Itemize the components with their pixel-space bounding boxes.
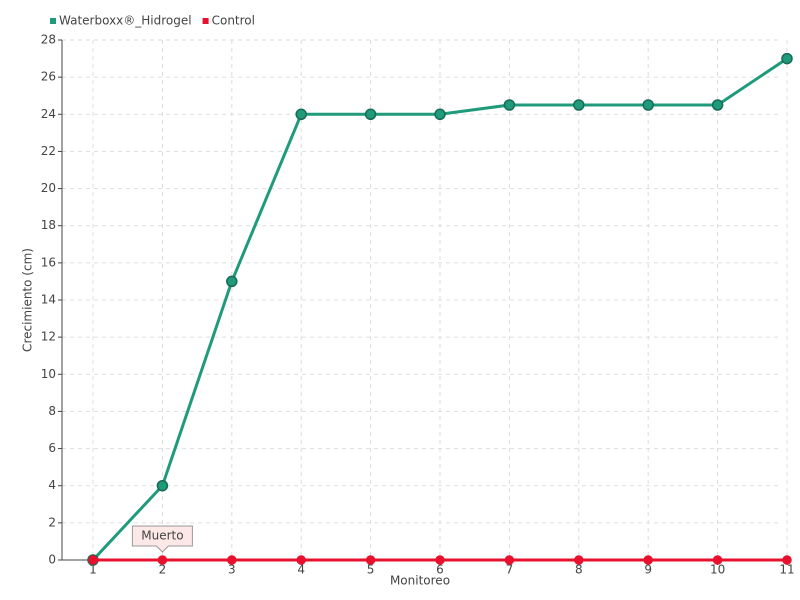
- y-tick-label: 18: [41, 218, 56, 232]
- y-tick-label: 22: [41, 144, 56, 158]
- y-tick-label: 14: [41, 293, 56, 307]
- x-tick-label: 9: [644, 563, 652, 577]
- data-point: [504, 555, 515, 565]
- data-point: [365, 555, 376, 565]
- annotation-box: [131, 525, 193, 553]
- data-point: [781, 52, 793, 65]
- y-tick-label: 10: [41, 367, 56, 381]
- data-point: [642, 99, 654, 111]
- x-tick-label: 11: [779, 563, 794, 577]
- y-tick-label: 8: [48, 404, 56, 418]
- x-tick-label: 10: [710, 563, 725, 577]
- data-point: [88, 555, 98, 565]
- y-tick-label: 6: [48, 441, 56, 455]
- data-point: [364, 108, 377, 121]
- data-point: [712, 555, 723, 565]
- data-point: [296, 555, 306, 565]
- data-point: [295, 108, 307, 121]
- x-tick-label: 3: [228, 563, 236, 577]
- x-tick-label: 8: [575, 563, 583, 577]
- data-point: [573, 99, 585, 111]
- x-tick-label: 1: [89, 563, 97, 577]
- y-tick-label: 24: [41, 107, 56, 121]
- data-point: [156, 479, 169, 492]
- data-point: [503, 99, 516, 111]
- y-tick-label: 20: [41, 181, 56, 195]
- y-tick-label: 28: [41, 33, 56, 47]
- x-tick-label: 7: [506, 563, 514, 577]
- series-line: [91, 57, 788, 562]
- legend-label: Waterboxx®_Hidrogel: [59, 14, 192, 28]
- y-tick-label: 4: [48, 478, 56, 492]
- x-tick-label: 5: [367, 563, 375, 577]
- legend-swatch: [202, 18, 209, 24]
- data-point: [434, 108, 446, 121]
- y-tick-label: 16: [41, 255, 56, 269]
- data-point: [435, 555, 445, 565]
- annotation-text: Muerto: [141, 529, 183, 543]
- data-point: [227, 555, 237, 565]
- y-tick-label: 12: [41, 330, 56, 344]
- data-point: [574, 555, 584, 565]
- data-point: [226, 275, 238, 288]
- data-point: [157, 555, 168, 565]
- y-tick-label: 0: [48, 553, 56, 567]
- data-point: [711, 99, 724, 111]
- y-tick-label: 2: [48, 515, 56, 529]
- x-axis-label: Monitoreo: [390, 574, 450, 588]
- x-tick-label: 2: [159, 563, 167, 577]
- data-point: [643, 555, 653, 565]
- legend-label: Control: [212, 14, 255, 28]
- x-tick-label: 6: [436, 563, 444, 577]
- y-axis-label: Crecimiento (cm): [21, 248, 35, 352]
- x-tick-label: 4: [297, 563, 305, 577]
- legend-swatch: [50, 18, 56, 24]
- data-point: [782, 555, 792, 565]
- y-tick-label: 26: [41, 70, 56, 84]
